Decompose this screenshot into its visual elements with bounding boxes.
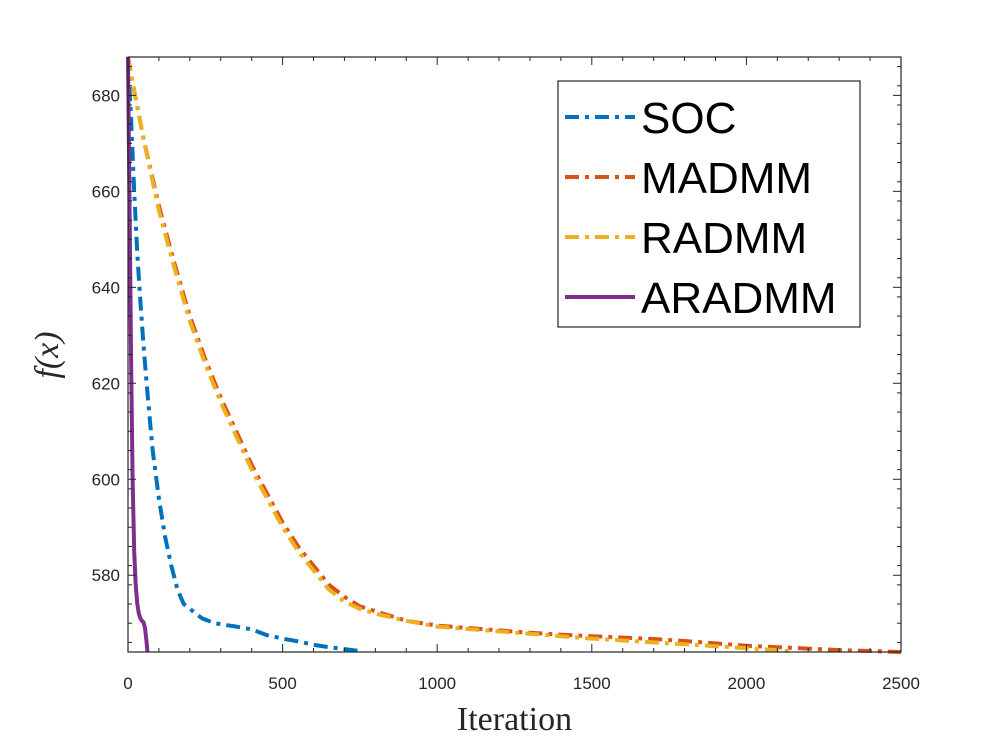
x-tick-label: 0 bbox=[123, 674, 132, 693]
series-line-radmm bbox=[126, 56, 793, 654]
legend-box bbox=[557, 80, 861, 328]
x-tick-label: 500 bbox=[268, 674, 296, 693]
x-tick-label: 2500 bbox=[882, 674, 920, 693]
series-line-aradmm bbox=[126, 56, 150, 653]
series-line-soc bbox=[126, 56, 361, 653]
x-tick-label: 1500 bbox=[573, 674, 611, 693]
legend-items: SOC MADMM RADMM ARADMM bbox=[565, 94, 837, 323]
y-tick-label: 600 bbox=[92, 470, 120, 489]
legend-label-aradmm: ARADMM bbox=[641, 274, 837, 323]
ticks-layer: 0 500 1000 1500 2000 2500 580 600 620 640 660 680 bbox=[92, 57, 920, 693]
y-axis-title: f(x) bbox=[29, 331, 66, 378]
y-tick-label: 660 bbox=[92, 182, 120, 201]
y-tick-label: 640 bbox=[92, 278, 120, 297]
legend-label-madmm: MADMM bbox=[641, 154, 812, 203]
legend-label-radmm: RADMM bbox=[641, 214, 807, 263]
x-axis-title: Iteration bbox=[457, 701, 572, 738]
y-tick-label: 580 bbox=[92, 566, 120, 585]
x-tick-label: 2000 bbox=[727, 674, 765, 693]
legend: SOC MADMM RADMM ARADMM bbox=[557, 80, 861, 328]
x-tick-label: 1000 bbox=[418, 674, 456, 693]
series-layer bbox=[126, 56, 902, 654]
legend-label-soc: SOC bbox=[641, 94, 736, 143]
y-tick-label: 620 bbox=[92, 374, 120, 393]
y-tick-label: 680 bbox=[92, 86, 120, 105]
